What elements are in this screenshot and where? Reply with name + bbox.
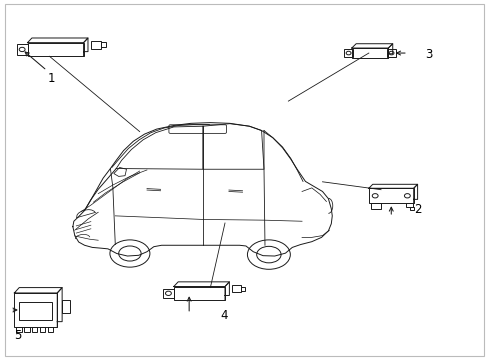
Bar	[173, 287, 224, 300]
Bar	[14, 293, 57, 327]
Bar	[17, 44, 27, 55]
Text: 2: 2	[413, 203, 420, 216]
Bar	[368, 188, 413, 203]
Bar	[91, 41, 101, 49]
Bar	[163, 289, 173, 298]
Bar	[24, 327, 29, 332]
Bar	[231, 285, 240, 292]
Text: 5: 5	[14, 329, 21, 342]
Bar	[27, 42, 83, 56]
Bar	[101, 42, 105, 47]
Bar	[40, 327, 45, 332]
Bar	[32, 327, 37, 332]
Bar	[344, 49, 352, 57]
Bar	[47, 327, 53, 332]
Bar	[370, 203, 380, 209]
Text: 4: 4	[220, 309, 227, 322]
Bar	[386, 49, 395, 57]
Bar	[62, 300, 70, 313]
Bar	[351, 48, 387, 58]
Text: 3: 3	[424, 48, 431, 61]
Bar	[405, 203, 412, 207]
Text: 1: 1	[48, 72, 56, 85]
Bar	[19, 302, 52, 320]
Bar	[240, 287, 244, 291]
Bar	[409, 207, 413, 210]
Bar	[16, 327, 21, 332]
